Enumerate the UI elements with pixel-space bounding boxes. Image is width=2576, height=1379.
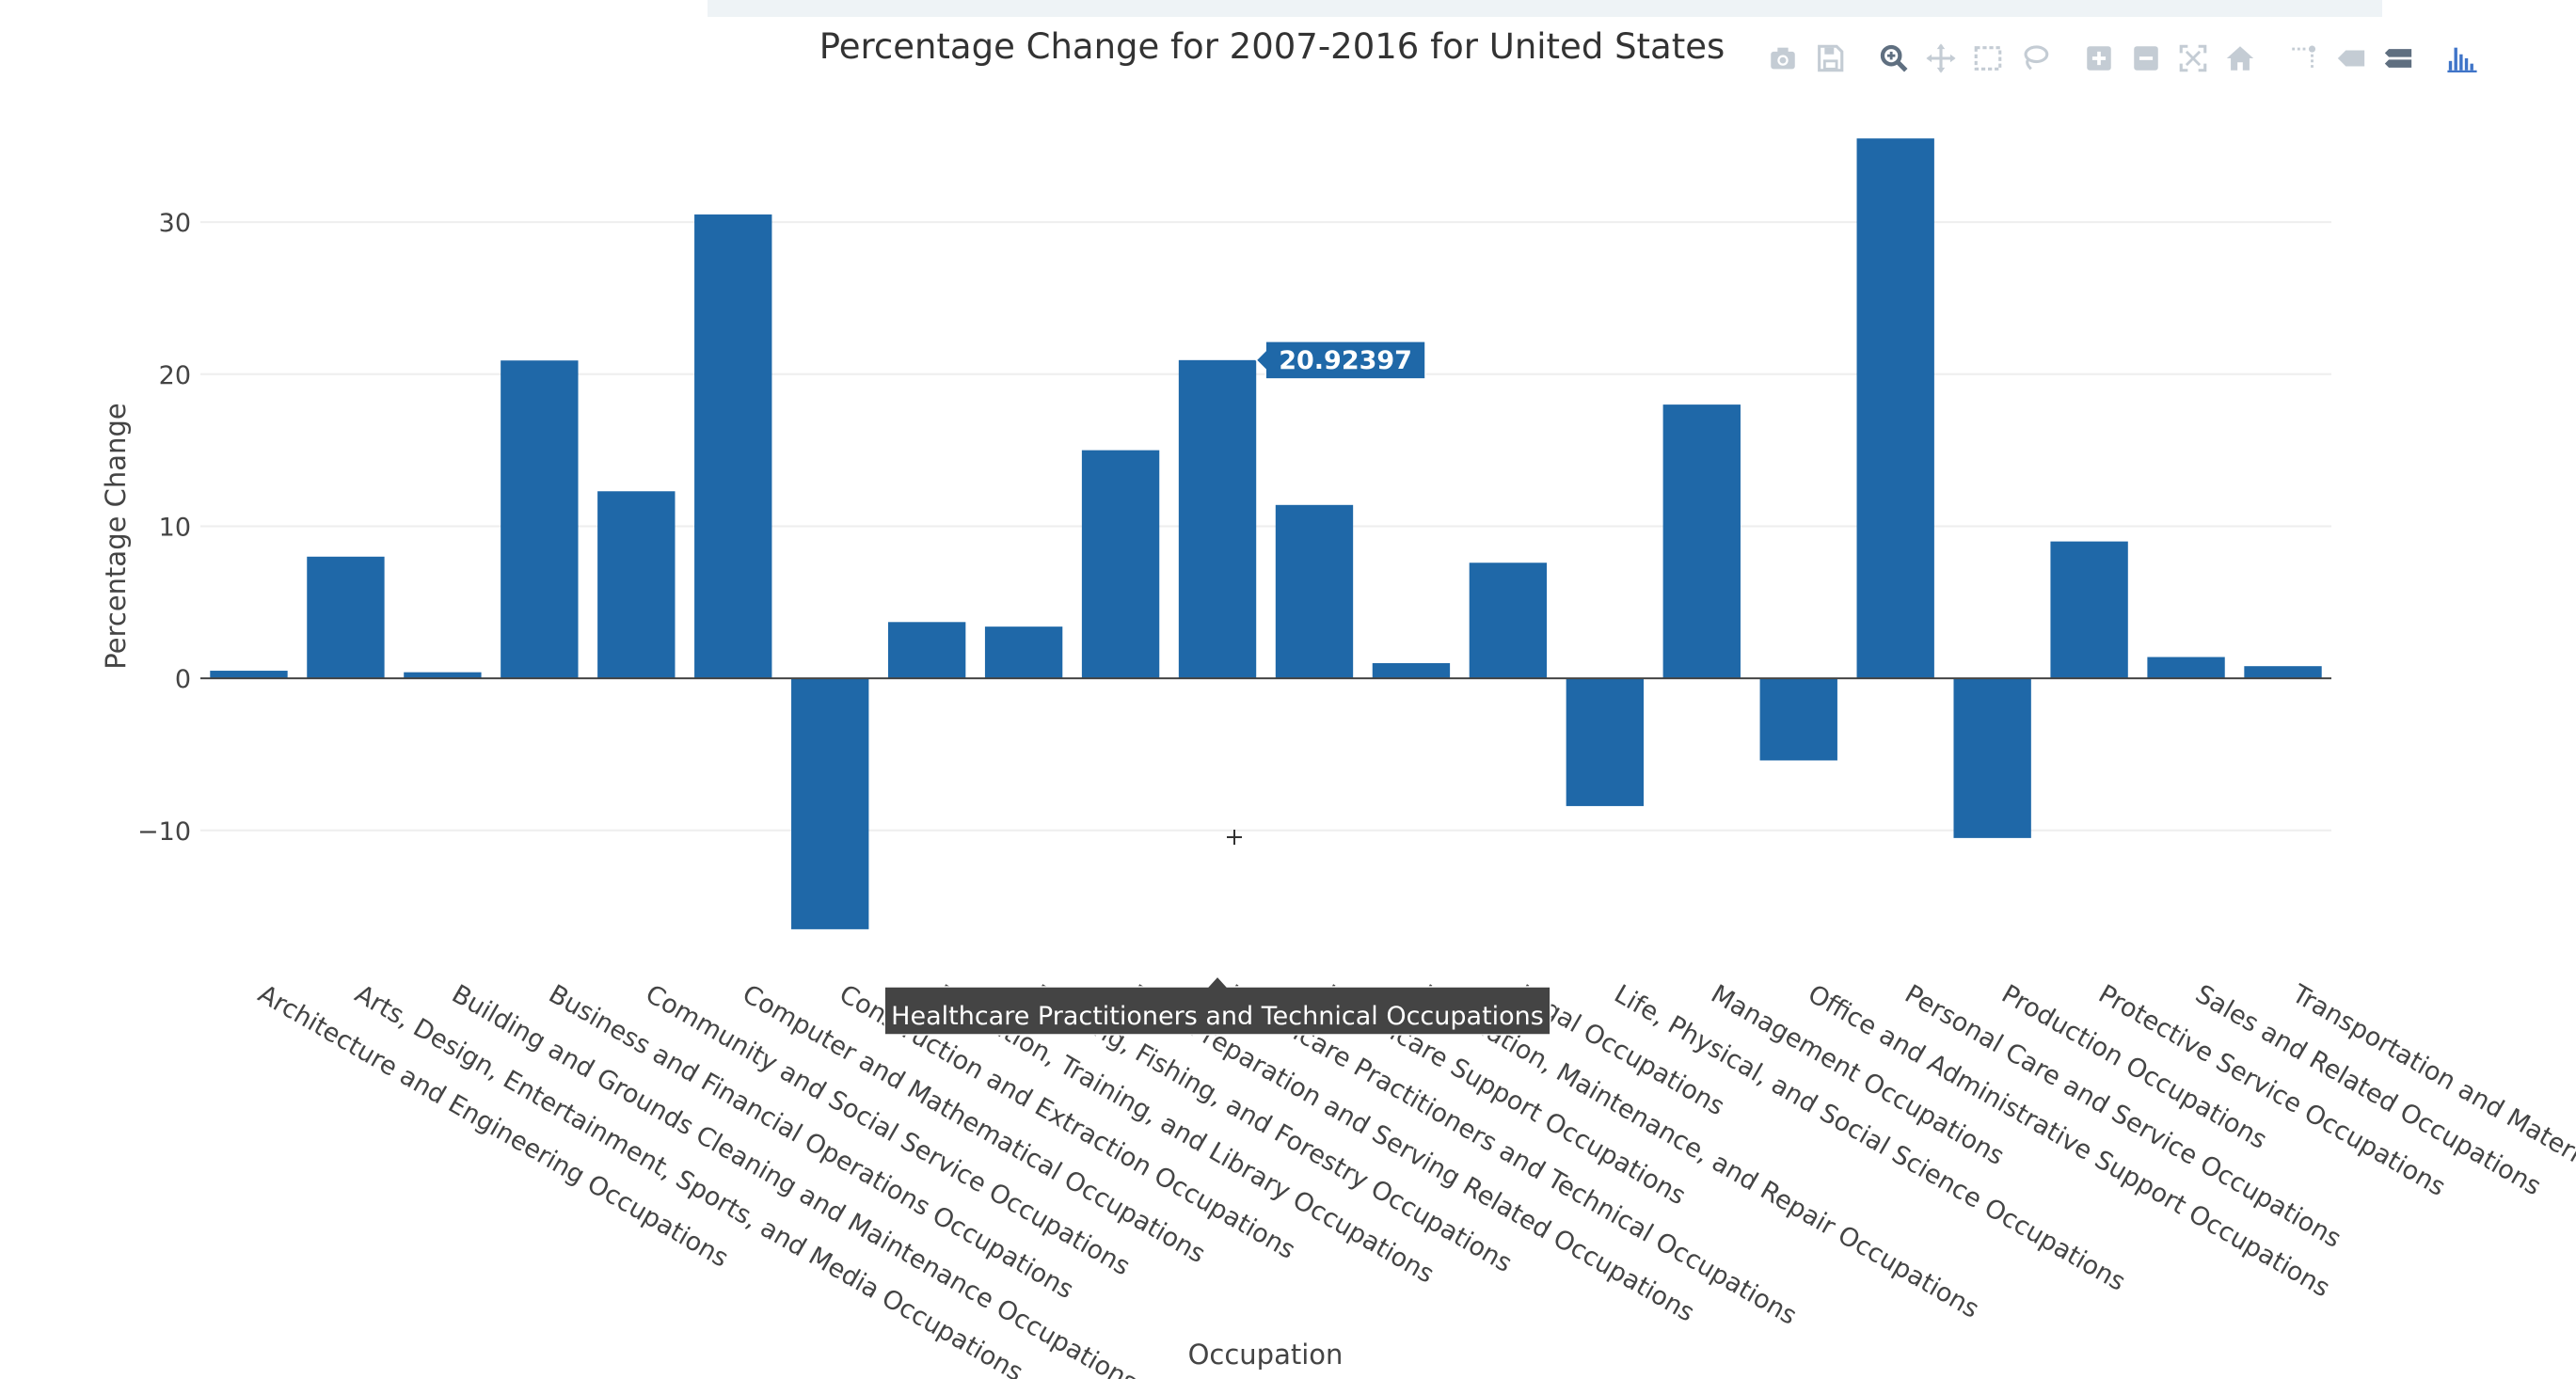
reset-axes-icon[interactable] <box>2217 36 2264 81</box>
bar[interactable] <box>2244 666 2322 679</box>
bar[interactable] <box>1662 404 1741 679</box>
x-tick-label: Transportation and Material Moving Occup… <box>2286 979 2576 1313</box>
spike-lines-icon[interactable] <box>2281 36 2328 81</box>
pan-icon[interactable] <box>1917 36 1964 81</box>
y-tick-label: 30 <box>159 209 191 238</box>
camera-icon[interactable] <box>1759 36 1806 81</box>
hover-category-text: Healthcare Practitioners and Technical O… <box>891 1002 1544 1031</box>
autoscale-icon[interactable] <box>2170 36 2217 81</box>
bar[interactable] <box>1372 662 1451 679</box>
bar[interactable] <box>887 622 966 679</box>
plotly-logo-icon[interactable] <box>2439 36 2486 81</box>
bar[interactable] <box>2050 541 2128 679</box>
top-bar <box>708 0 2382 17</box>
hover-value-text: 20.92397 <box>1279 346 1412 375</box>
y-axis-title: Percentage Change <box>100 403 132 669</box>
bars <box>210 138 2322 929</box>
bar[interactable] <box>1275 504 1354 679</box>
bar[interactable] <box>210 671 288 679</box>
hover-category-label: Healthcare Practitioners and Technical O… <box>883 975 1551 1036</box>
box-select-icon[interactable] <box>1964 36 2012 81</box>
y-tick-label: −10 <box>137 817 191 847</box>
bar[interactable] <box>791 678 869 929</box>
zoom-out-icon[interactable] <box>2123 36 2170 81</box>
y-tick-label: 10 <box>159 513 191 542</box>
bar[interactable] <box>1759 678 1837 761</box>
y-ticks: −10 0 10 20 30 <box>137 209 191 847</box>
bar[interactable] <box>404 672 482 679</box>
bar[interactable] <box>694 214 772 679</box>
bar[interactable] <box>307 556 385 679</box>
crosshair-cursor <box>1227 830 1242 845</box>
hover-layer: 20.92397 Healthcare Practitioners and Te… <box>883 341 1551 1036</box>
modebar-toolbar <box>1759 36 2486 81</box>
bar[interactable] <box>1469 563 1548 679</box>
x-axis-title: Occupation <box>1188 1339 1344 1371</box>
bar[interactable] <box>501 360 579 679</box>
bar[interactable] <box>1566 678 1645 806</box>
bar[interactable] <box>1178 359 1257 679</box>
bar[interactable] <box>597 491 676 679</box>
save-icon[interactable] <box>1806 36 1853 81</box>
zoom-in-icon[interactable] <box>2075 36 2123 81</box>
hover-value-label: 20.92397 <box>1255 341 1426 380</box>
y-tick-label: 20 <box>159 361 191 390</box>
hover-compare-icon[interactable] <box>2375 36 2422 81</box>
bar[interactable] <box>984 626 1063 679</box>
y-tick-label: 0 <box>175 665 191 694</box>
bar[interactable] <box>1081 450 1160 679</box>
lasso-icon[interactable] <box>2012 36 2059 81</box>
hover-closest-icon[interactable] <box>2328 36 2375 81</box>
chart-title: Percentage Change for 2007-2016 for Unit… <box>819 26 1725 67</box>
bar[interactable] <box>1856 138 1934 679</box>
zoom-icon[interactable] <box>1870 36 1917 81</box>
bar[interactable] <box>2147 657 2225 679</box>
x-ticks: Architecture and Engineering Occupations… <box>253 979 2576 1379</box>
bar[interactable] <box>1953 678 2031 838</box>
